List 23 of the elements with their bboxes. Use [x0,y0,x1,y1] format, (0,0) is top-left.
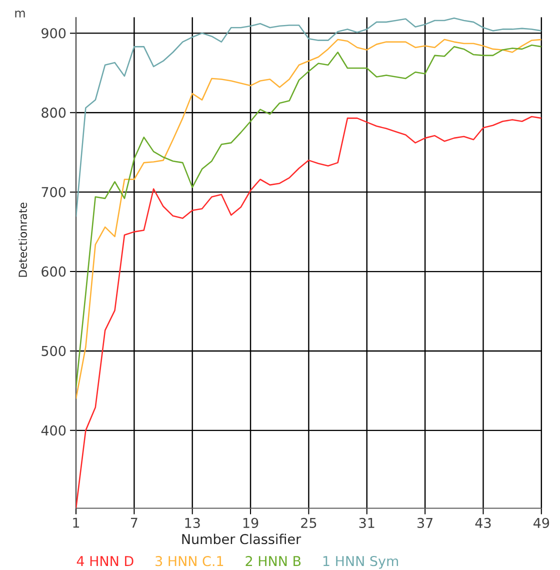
x-tick-label: 19 [243,518,258,528]
y-tick-label: 900 [42,28,66,38]
x-tick-label: 49 [533,518,550,528]
x-tick-label: 37 [417,518,432,528]
y-tick-label: 600 [42,266,66,277]
y-tick-label: 500 [42,346,66,356]
x-tick-label: 13 [185,518,200,528]
x-tick-label: 7 [130,518,138,528]
x-axis-title: Number Classifier [182,534,302,544]
text: 4 HNN D [76,556,134,566]
text: 2 HNN B [246,556,301,566]
text: 1 HNN Sym [323,556,398,569]
text: m [15,10,25,18]
y-axis-title: Detectionrate [18,202,27,277]
x-tick-label: 31 [359,518,374,528]
text: 3 HNN C.1 [156,556,224,566]
y-tick-label: 400 [41,425,66,436]
x-tick-label: 1 [73,518,80,528]
x-tick-label: 43 [475,518,491,528]
y-tick-label: 700 [42,186,66,198]
line-series [76,17,542,218]
x-tick-label: 25 [301,518,316,528]
y-tick-label: 800 [42,108,66,118]
